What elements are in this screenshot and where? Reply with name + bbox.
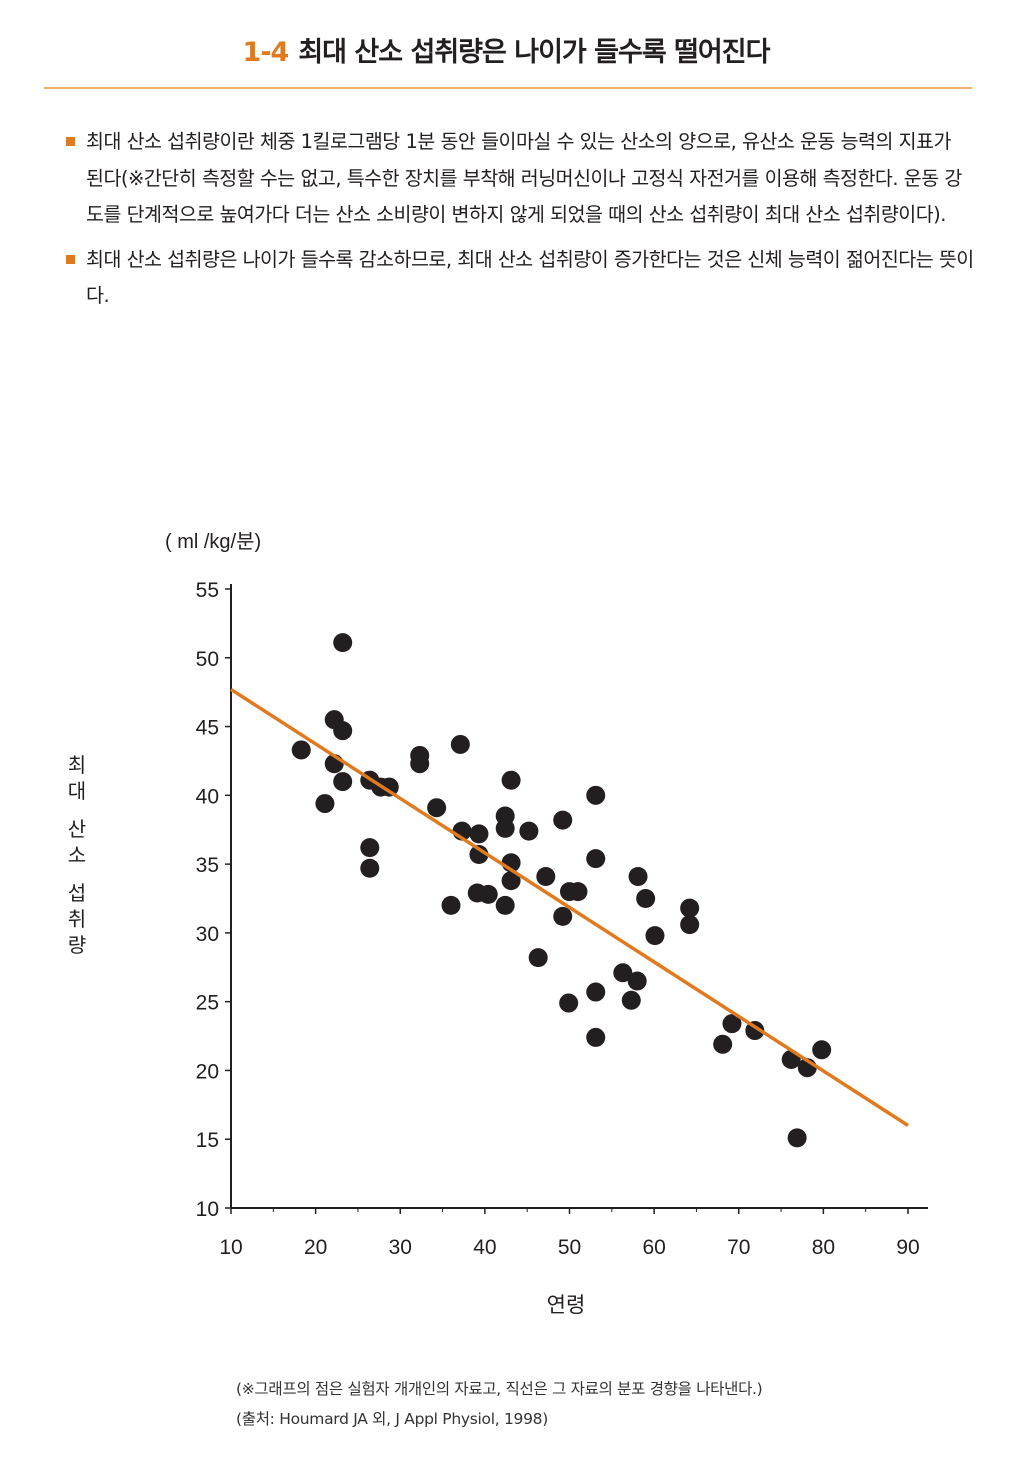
page-title: 1-4 최대 산소 섭취량은 나이가 들수록 떨어진다 [0, 30, 1012, 69]
data-point [450, 734, 470, 754]
data-point [586, 1027, 606, 1047]
data-point [586, 982, 606, 1002]
bullet-list: 최대 산소 섭취량이란 체중 1킬로그램당 1분 동안 들이마실 수 있는 산소… [64, 124, 974, 323]
data-point [360, 858, 380, 878]
title-text: 최대 산소 섭취량은 나이가 들수록 떨어진다 [298, 37, 770, 68]
y-axis-label-char: 산 [68, 818, 86, 841]
data-point [568, 882, 588, 902]
data-point [478, 884, 498, 904]
x-tick-label: 40 [473, 1236, 496, 1259]
data-point [333, 721, 353, 741]
data-point [680, 898, 700, 918]
y-axis-label-char: 소 [68, 845, 86, 867]
data-point [586, 849, 606, 869]
data-point [495, 818, 515, 838]
y-axis-label-char: 취 [68, 908, 86, 931]
x-tick-label: 30 [389, 1236, 412, 1259]
section-number: 1-4 [242, 37, 290, 68]
data-point [536, 866, 556, 886]
x-tick-label: 90 [896, 1236, 919, 1259]
y-tick-label: 30 [196, 923, 219, 946]
x-tick-label: 10 [219, 1236, 242, 1259]
data-point [713, 1034, 733, 1054]
data-point [645, 926, 665, 946]
bullet-square-icon [66, 254, 75, 264]
y-tick-label: 25 [196, 992, 219, 1015]
data-point [628, 866, 648, 886]
y-axis-label-char: 섭 [68, 882, 86, 905]
bullet-square-icon [66, 137, 75, 146]
bullet-item: 최대 산소 섭취량이란 체중 1킬로그램당 1분 동안 들이마실 수 있는 산소… [64, 124, 974, 234]
data-point [501, 770, 521, 790]
data-point [553, 810, 573, 830]
data-point [469, 844, 489, 864]
y-tick-label: 20 [196, 1060, 219, 1083]
data-point [379, 777, 399, 797]
y-tick-label: 45 [196, 717, 219, 740]
data-point [291, 740, 311, 760]
y-tick-label: 10 [196, 1198, 219, 1221]
data-point [410, 754, 430, 774]
x-axis-label: 연령 [547, 1294, 586, 1317]
data-point [559, 993, 579, 1013]
x-tick-label: 80 [812, 1236, 835, 1259]
data-point [621, 990, 641, 1010]
bullet-text: 최대 산소 섭취량은 나이가 들수록 감소하므로, 최대 산소 섭취량이 증가한… [86, 247, 974, 308]
y-axis-label-char: 대 [68, 780, 86, 803]
data-point [360, 838, 380, 858]
y-tick-label: 55 [196, 579, 219, 602]
data-point [315, 794, 335, 814]
data-point [680, 915, 700, 935]
data-point [787, 1128, 807, 1148]
x-tick-label: 50 [558, 1236, 581, 1259]
trend-line [230, 687, 909, 1127]
data-point [441, 895, 461, 915]
y-axis-label-char: 량 [68, 934, 86, 957]
y-tick-label: 40 [196, 785, 219, 808]
data-point [519, 821, 539, 841]
title-divider [44, 87, 972, 89]
data-point [528, 948, 548, 968]
x-tick-label: 20 [304, 1236, 327, 1259]
data-point [627, 971, 647, 991]
data-point [722, 1014, 742, 1034]
bullet-text: 최대 산소 섭취량이란 체중 1킬로그램당 1분 동안 들이마실 수 있는 산소… [86, 130, 962, 226]
data-point [333, 633, 353, 653]
data-point [427, 798, 447, 818]
y-tick-label: 15 [196, 1129, 219, 1152]
data-point [812, 1040, 832, 1060]
y-tick-label: 50 [196, 648, 219, 671]
data-point [501, 871, 521, 891]
y-unit-label: ( ml /kg/분) [165, 531, 261, 553]
bullet-item: 최대 산소 섭취량은 나이가 들수록 감소하므로, 최대 산소 섭취량이 증가한… [64, 242, 974, 315]
data-point [553, 906, 573, 926]
y-tick-label: 35 [196, 854, 219, 877]
source-citation: (출처: Houmard JA 외, J Appl Physiol, 1998) [236, 1410, 548, 1428]
data-point [613, 963, 633, 983]
data-point [495, 895, 515, 915]
y-axis-label-char: 최 [68, 754, 86, 777]
x-tick-label: 70 [727, 1236, 750, 1259]
x-tick-label: 60 [642, 1236, 665, 1259]
data-point [333, 772, 353, 792]
data-point [469, 824, 489, 844]
data-point [586, 785, 606, 805]
data-point [636, 889, 656, 908]
footnote: (※그래프의 점은 실험자 개개인의 자료고, 직선은 그 자료의 분포 경향을… [236, 1380, 763, 1398]
